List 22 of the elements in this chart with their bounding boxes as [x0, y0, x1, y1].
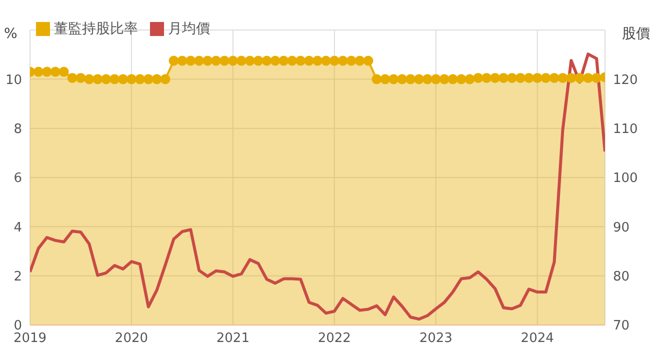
- legend-label: 董監持股比率: [53, 20, 138, 38]
- y-axis-title: %: [4, 26, 18, 42]
- y2-tick-label: 70: [613, 318, 630, 334]
- x-tick-label: 2020: [114, 331, 148, 346]
- y2-tick-label: 90: [613, 220, 630, 236]
- y-tick-label: 2: [14, 269, 22, 284]
- x-tick-label: 2023: [419, 331, 452, 346]
- y-tick-label: 4: [14, 220, 22, 236]
- y-tick-label: 8: [14, 122, 22, 137]
- y2-tick-label: 100: [613, 171, 638, 186]
- y-tick-label: 0: [14, 318, 22, 334]
- x-tick-label: 2024: [520, 331, 554, 346]
- y2-tick-label: 120: [613, 72, 638, 88]
- y2-axis-title: 股價: [622, 26, 650, 42]
- x-tick-label: 2019: [13, 331, 47, 346]
- y2-tick-label: 110: [613, 122, 638, 137]
- x-tick-label: 2022: [318, 331, 351, 346]
- y-tick-label: 6: [14, 171, 22, 186]
- x-tick-label: 2021: [216, 331, 250, 346]
- y-tick-label: 10: [5, 72, 22, 88]
- y2-tick-label: 80: [613, 269, 630, 284]
- legend-label: 月均價: [167, 20, 210, 38]
